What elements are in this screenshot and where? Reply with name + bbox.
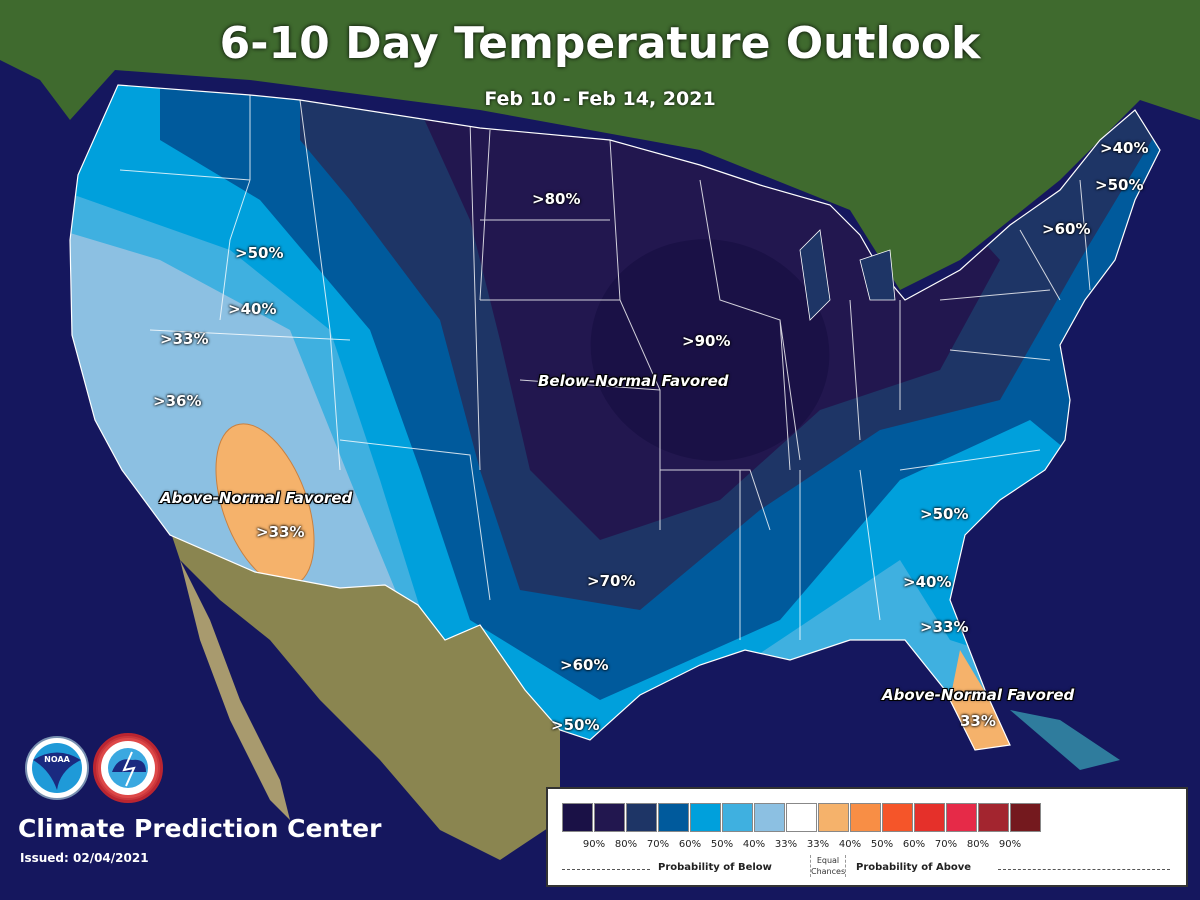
equal-chances-label: Equal Chances <box>810 855 846 877</box>
prob-label: >50% <box>235 244 284 262</box>
legend-swatch <box>946 803 977 832</box>
legend-swatch <box>626 803 657 832</box>
nws-logo <box>93 733 163 803</box>
legend-swatch <box>882 803 913 832</box>
band-33-above-florida <box>950 650 1012 750</box>
legend-tick: 70% <box>934 839 958 850</box>
prob-label: >40% <box>1100 139 1149 157</box>
bahamas-shallows <box>1010 710 1120 770</box>
prob-label: >40% <box>903 573 952 591</box>
legend-swatch <box>658 803 689 832</box>
us-outline <box>69 84 1161 751</box>
below-arrow <box>562 869 650 870</box>
prob-label: 33% <box>960 712 996 730</box>
legend-tick: 70% <box>646 839 670 850</box>
above-arrow <box>998 869 1170 870</box>
legend-tick: 80% <box>966 839 990 850</box>
prob-label: >80% <box>532 190 581 208</box>
mexico-land <box>170 530 560 860</box>
below-normal-label: Below-Normal Favored <box>538 372 729 390</box>
date-range: Feb 10 - Feb 14, 2021 <box>484 88 716 110</box>
legend-tick: 90% <box>998 839 1022 850</box>
prob-label: >33% <box>160 330 209 348</box>
noaa-logo: NOAA <box>25 736 89 800</box>
prob-label: >33% <box>256 523 305 541</box>
legend-swatch <box>850 803 881 832</box>
prob-label: >60% <box>560 656 609 674</box>
legend-tick: 50% <box>710 839 734 850</box>
legend-tick: 40% <box>838 839 862 850</box>
legend-tick: 33% <box>774 839 798 850</box>
legend-swatch <box>978 803 1009 832</box>
legend-swatch <box>818 803 849 832</box>
legend-swatch <box>562 803 593 832</box>
svg-text:NOAA: NOAA <box>44 755 70 764</box>
legend-swatch <box>594 803 625 832</box>
legend-tick: 50% <box>870 839 894 850</box>
legend-ticks: 90% 80% 70% 60% 50% 40% 33% 33% 40% 50% 60% 70% 80% 9… <box>562 839 1192 853</box>
prob-label: >50% <box>551 716 600 734</box>
prob-label: >36% <box>153 392 202 410</box>
above-label: Probability of Above <box>856 862 972 873</box>
legend-swatch <box>690 803 721 832</box>
legend: 90% 80% 70% 60% 50% 40% 33% 33% 40% 50% 60% 70% 80% 9… <box>546 787 1188 887</box>
legend-swatch <box>1010 803 1041 832</box>
above-normal-florida-label: Above-Normal Favored <box>882 686 1075 704</box>
great-lakes <box>799 229 896 321</box>
legend-tick: 40% <box>742 839 766 850</box>
prob-label: >60% <box>1042 220 1091 238</box>
above-normal-west-label: Above-Normal Favored <box>160 489 353 507</box>
legend-swatch <box>754 803 785 832</box>
legend-tick: 60% <box>902 839 926 850</box>
legend-tick: 60% <box>678 839 702 850</box>
below-label: Probability of Below <box>658 862 772 873</box>
legend-swatch <box>914 803 945 832</box>
legend-tick: 90% <box>582 839 606 850</box>
state-borders <box>119 95 1091 640</box>
legend-swatch <box>722 803 753 832</box>
band-90-below <box>590 239 830 461</box>
legend-swatches <box>562 803 1042 832</box>
canada-land <box>0 0 1200 290</box>
prob-label: >33% <box>920 618 969 636</box>
legend-tick: 33% <box>806 839 830 850</box>
issued-date: Issued: 02/04/2021 <box>20 851 149 865</box>
prob-label: >50% <box>1095 176 1144 194</box>
prob-label: >40% <box>228 300 277 318</box>
baja-land <box>180 560 290 820</box>
legend-swatch <box>786 803 817 832</box>
legend-tick: 80% <box>614 839 638 850</box>
map-title: 6-10 Day Temperature Outlook <box>219 18 981 69</box>
prob-label: >90% <box>682 332 731 350</box>
center-name: Climate Prediction Center <box>18 814 382 843</box>
prob-label: >70% <box>587 572 636 590</box>
prob-label: >50% <box>920 505 969 523</box>
